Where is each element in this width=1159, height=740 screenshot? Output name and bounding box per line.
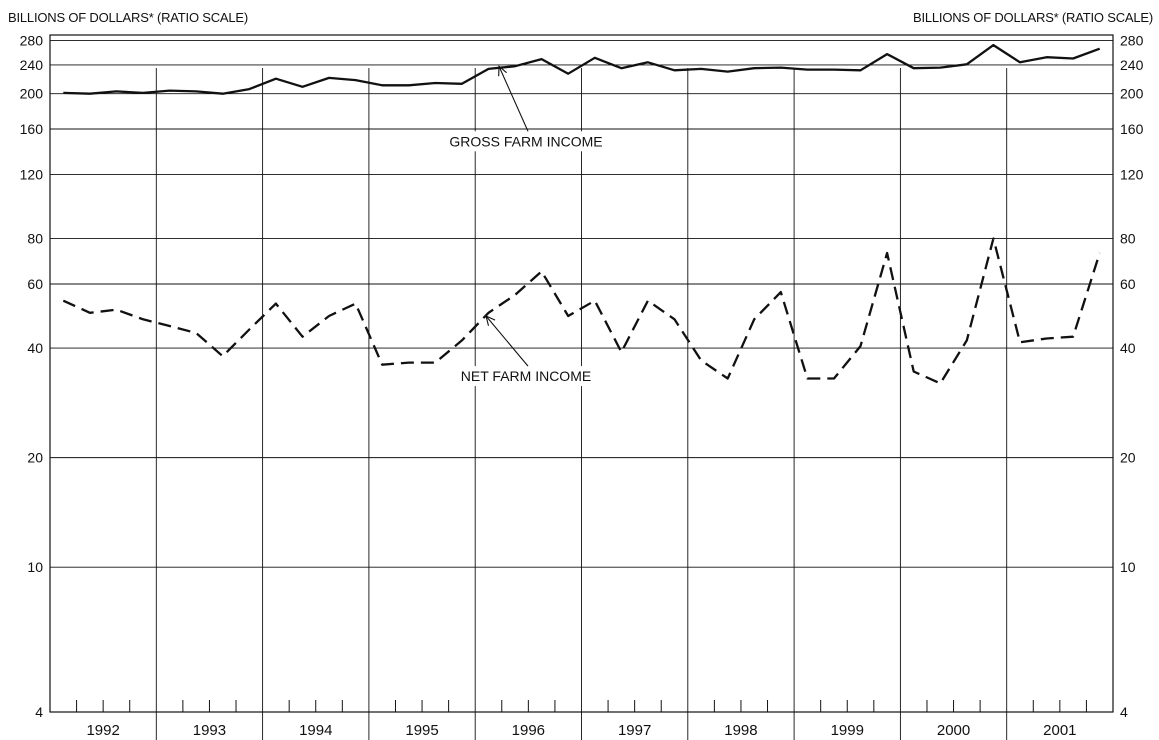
x-tick-label-year: 1999 [831, 722, 864, 739]
x-tick-label-year: 1998 [724, 722, 757, 739]
y-tick-label-right: 4 [1120, 704, 1128, 720]
x-tick-label-year: 1995 [405, 722, 438, 739]
x-tick-label-year: 2000 [937, 722, 970, 739]
y-tick-label-right: 200 [1120, 86, 1144, 102]
y-tick-label-left: 4 [35, 704, 43, 720]
x-tick-label-year: 1997 [618, 722, 651, 739]
gross-farm-income-label-leader [499, 66, 528, 131]
y-tick-label-right: 60 [1120, 276, 1136, 292]
x-tick-label-year: 1994 [299, 722, 332, 739]
y-tick-label-left: 280 [20, 33, 44, 49]
y-tick-label-left: 240 [20, 57, 44, 73]
y-tick-label-left: 120 [20, 166, 44, 182]
net-farm-income-label: NET FARM INCOME [461, 368, 591, 384]
x-tick-label-year: 1993 [193, 722, 226, 739]
y-tick-label-right: 40 [1120, 340, 1136, 356]
y-tick-label-left: 60 [27, 276, 43, 292]
y-tick-label-right: 120 [1120, 166, 1144, 182]
x-tick-label-year: 1992 [86, 722, 119, 739]
x-tick-label-year: 2001 [1043, 722, 1076, 739]
y-tick-label-left: 40 [27, 340, 43, 356]
y-tick-label-left: 80 [27, 231, 43, 247]
y-tick-label-right: 240 [1120, 57, 1144, 73]
y-tick-label-left: 160 [20, 121, 44, 137]
gross-farm-income-label: GROSS FARM INCOME [449, 133, 602, 149]
y-tick-label-right: 160 [1120, 121, 1144, 137]
net-farm-income-label-leader [486, 316, 528, 366]
x-tick-label-year: 1996 [512, 722, 545, 739]
y-tick-label-left: 20 [27, 450, 43, 466]
y-tick-label-right: 10 [1120, 559, 1136, 575]
y-tick-label-right: 20 [1120, 450, 1136, 466]
y-tick-label-left: 10 [27, 559, 43, 575]
y-tick-label-right: 80 [1120, 231, 1136, 247]
y-tick-label-left: 200 [20, 86, 44, 102]
y-tick-label-right: 280 [1120, 33, 1144, 49]
